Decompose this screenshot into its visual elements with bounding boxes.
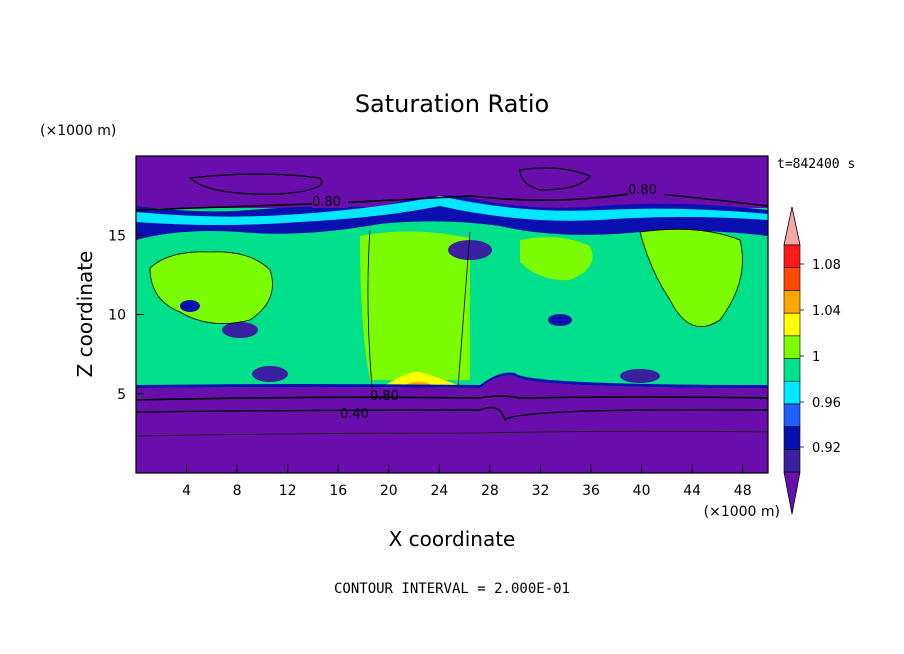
- colorbar-swatch: [783, 426, 801, 450]
- colorbar-tick-label: 0.92: [812, 441, 841, 456]
- colorbar-swatch: [783, 358, 801, 382]
- contour-label: 0.80: [370, 389, 399, 404]
- x-tick-label: 20: [380, 483, 398, 499]
- moist-patch-mid-right: [520, 237, 593, 281]
- colorbar-swatch: [783, 403, 801, 427]
- contour-label: 0.40: [340, 407, 369, 422]
- contour-line: [136, 191, 768, 211]
- colorbar-swatch: [783, 267, 801, 291]
- x-tick-label: 32: [532, 483, 550, 499]
- x-tick-label: 48: [734, 483, 752, 499]
- x-tick-label: 36: [582, 483, 600, 499]
- dry-blob: [448, 240, 492, 260]
- chart-title: Saturation Ratio: [355, 90, 549, 118]
- y-axis-title: Z coordinate: [73, 251, 97, 378]
- contour-line: [136, 406, 768, 422]
- dry-blob: [222, 322, 258, 338]
- colorbar-max-arrow: [783, 206, 801, 246]
- dry-blob: [548, 314, 572, 326]
- lower-dry-layer: [136, 375, 768, 473]
- dry-blob: [620, 369, 660, 383]
- x-tick-label: 28: [481, 483, 499, 499]
- y-unit-label: (×1000 m): [40, 123, 116, 139]
- time-label: t=842400 s: [777, 157, 855, 172]
- dry-blob: [180, 300, 200, 312]
- contour-label: 0.80: [628, 183, 657, 198]
- colorbar-swatch: [783, 290, 801, 314]
- contour-line: [136, 430, 768, 437]
- moist-patch-center: [360, 231, 470, 380]
- colorbar-tick-label: 1.04: [812, 304, 841, 319]
- x-axis-title: X coordinate: [389, 527, 516, 551]
- colorbar-swatch: [783, 380, 801, 405]
- dry-blob: [252, 366, 288, 382]
- x-tick-label: 24: [430, 483, 448, 499]
- x-tick-label: 12: [279, 483, 297, 499]
- contour-line: [457, 231, 471, 389]
- colorbar-tick-label: 1: [812, 350, 820, 365]
- colorbar-tick-label: 1.08: [812, 258, 841, 273]
- contour-line: [188, 173, 323, 195]
- upper-transition-band: [136, 195, 768, 240]
- contour-line: [639, 228, 743, 328]
- x-axis: 4 8 12 16 20 24 28 32 36 40 44 48: [182, 465, 752, 499]
- x-tick-label: 8: [233, 483, 242, 499]
- contour-line: [136, 395, 768, 401]
- x-unit-label: (×1000 m): [704, 504, 780, 520]
- y-tick-label: 10: [108, 308, 126, 324]
- colorbar-swatch: [783, 244, 801, 269]
- plot-area: 0.80 0.80 0.80 0.40: [136, 156, 768, 473]
- contour-label: 0.80: [312, 195, 341, 210]
- colorbar-swatch: [783, 312, 801, 337]
- x-tick-label: 40: [633, 483, 651, 499]
- colorbar-min-arrow: [783, 471, 801, 515]
- y-tick-label: 15: [108, 228, 126, 244]
- cyan-band: [136, 196, 768, 225]
- colorbar-swatch: [783, 448, 801, 473]
- contour-line: [519, 167, 591, 191]
- contour-line: [149, 251, 273, 324]
- colorbar-swatch: [783, 335, 801, 359]
- colorbar: 1.08 1.04 1 0.96 0.92: [783, 206, 841, 515]
- y-axis: 5 10 15: [108, 228, 144, 403]
- colorbar-tick-label: 0.96: [812, 396, 841, 411]
- moist-patch-right: [640, 229, 743, 327]
- contour-line: [367, 229, 373, 389]
- lower-blue-edge: [136, 372, 768, 388]
- x-tick-label: 44: [683, 483, 701, 499]
- contour-interval-footer: CONTOUR INTERVAL = 2.000E-01: [334, 581, 570, 597]
- y-tick-label: 5: [117, 387, 126, 403]
- x-tick-label: 16: [329, 483, 347, 499]
- x-tick-label: 4: [182, 483, 191, 499]
